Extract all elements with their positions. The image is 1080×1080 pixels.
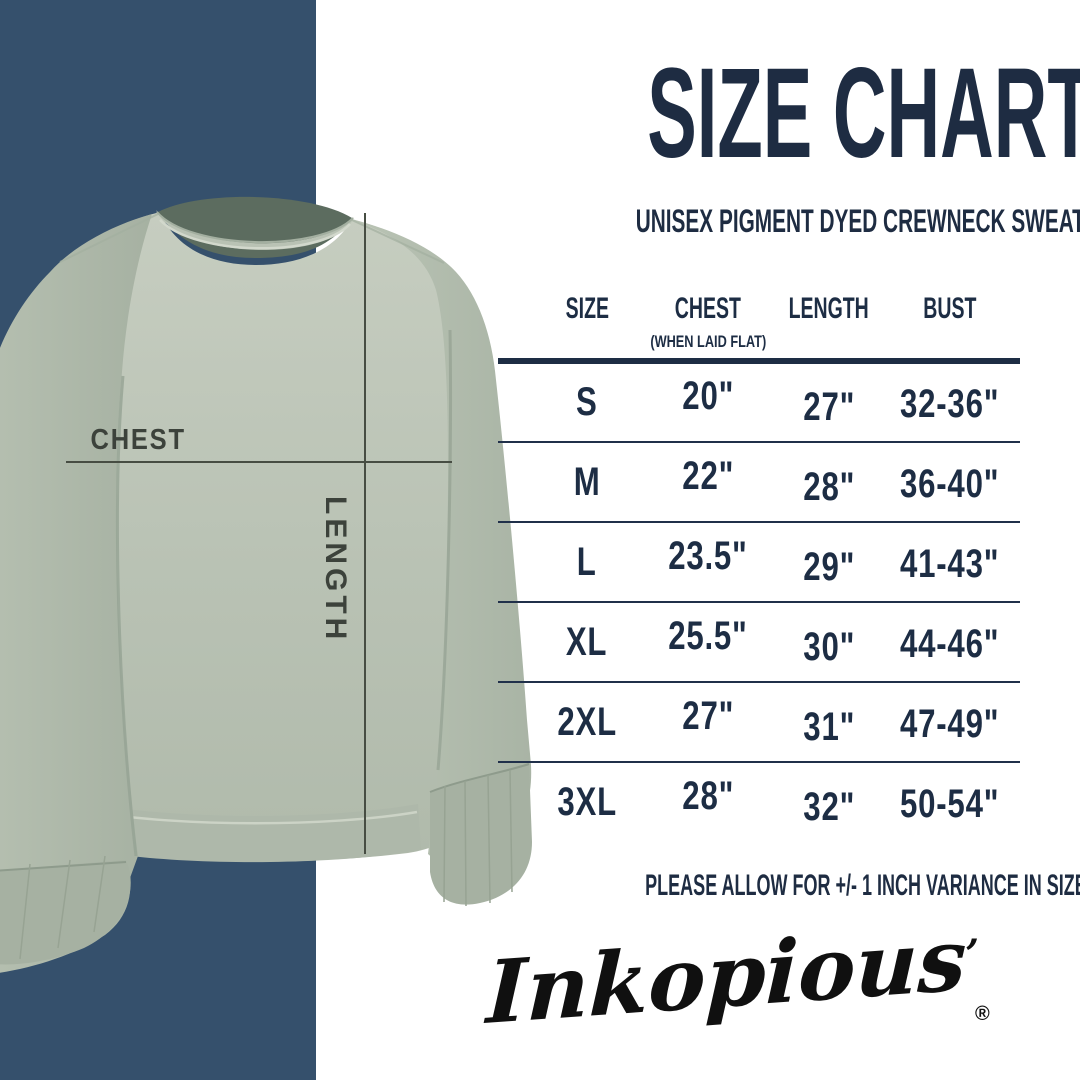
table-row: S 20" 27" 32-36" [498,362,1020,442]
inkopious-logo-text: Inkopious [485,908,969,1045]
cell-size: XL [566,620,608,664]
cell-bust: 47-49" [900,702,1000,746]
table-row: M 22" 28" 36-40" [498,442,1020,522]
cell-size: 3XL [557,780,617,824]
cell-size: 2XL [557,700,617,744]
chest-measure-line [66,461,452,463]
cell-chest: 20" [682,374,734,418]
length-measure-label: LENGTH [319,496,352,644]
logo-flourish: ’ [965,931,979,978]
variance-note: PLEASE ALLOW FOR +/- 1 INCH VARIANCE IN … [498,868,1080,904]
column-header-size-text: SIZE [565,292,609,325]
size-table: SIZE CHEST LENGTH BUST (WHEN LAID FLAT) … [498,280,1020,840]
chest-column-note: (WHEN LAID FLAT) [598,332,818,352]
cell-bust: 50-54" [900,782,1000,826]
cell-length: 28" [803,465,855,509]
cell-chest: 27" [682,694,734,738]
page-subtitle-text: UNISEX PIGMENT DYED CREWNECK SWEATSHIRT [635,203,1080,239]
column-header-length-text: LENGTH [788,292,870,325]
inkopious-logo: Inkopious’ ® [480,909,1002,1055]
column-header-chest-text: CHEST [674,292,742,325]
table-row: 3XL 28" 32" 50-54" [498,762,1020,842]
table-row: 2XL 27" 31" 47-49" [498,682,1020,762]
page-title: SIZE CHART [486,50,1080,178]
column-header-bust: BUST [860,292,1040,326]
cell-bust: 41-43" [900,542,1000,586]
cell-length: 31" [803,705,855,749]
row-separator [498,761,1020,763]
page-subtitle: UNISEX PIGMENT DYED CREWNECK SWEATSHIRT [498,202,1080,240]
cell-chest: 28" [682,774,734,818]
row-separator [498,521,1020,523]
chest-measure-label-text: CHEST [90,424,186,456]
cell-chest: 22" [682,454,734,498]
length-measure-line [364,213,366,854]
table-header-rule [498,358,1020,364]
row-separator [498,601,1020,603]
column-header-bust-text: BUST [923,292,977,325]
table-row: XL 25.5" 30" 44-46" [498,602,1020,682]
cell-bust: 44-46" [900,622,1000,666]
chest-column-note-text: (WHEN LAID FLAT) [650,332,766,351]
chest-measure-label: CHEST [84,424,192,457]
cell-size: S [576,380,598,424]
cell-length: 30" [803,625,855,669]
column-header-length: LENGTH [739,292,919,326]
sweatshirt-photo [0,196,532,973]
cell-bust: 36-40" [900,462,1000,506]
cell-bust: 32-36" [900,382,1000,426]
variance-note-text: PLEASE ALLOW FOR +/- 1 INCH VARIANCE IN … [645,869,1080,902]
cell-chest: 25.5" [668,614,748,658]
registered-trademark-icon: ® [975,1003,990,1025]
cell-length: 27" [803,385,855,429]
table-row: L 23.5" 29" 41-43" [498,522,1020,602]
cell-length: 32" [803,785,855,829]
cell-size: M [573,460,601,504]
page-title-text: SIZE CHART [647,42,1080,185]
column-header-size: SIZE [497,292,677,326]
cell-chest: 23.5" [668,534,748,578]
row-separator [498,441,1020,443]
column-header-chest: CHEST [618,292,798,326]
cell-length: 29" [803,545,855,589]
cell-size: L [577,540,597,584]
row-separator [498,681,1020,683]
